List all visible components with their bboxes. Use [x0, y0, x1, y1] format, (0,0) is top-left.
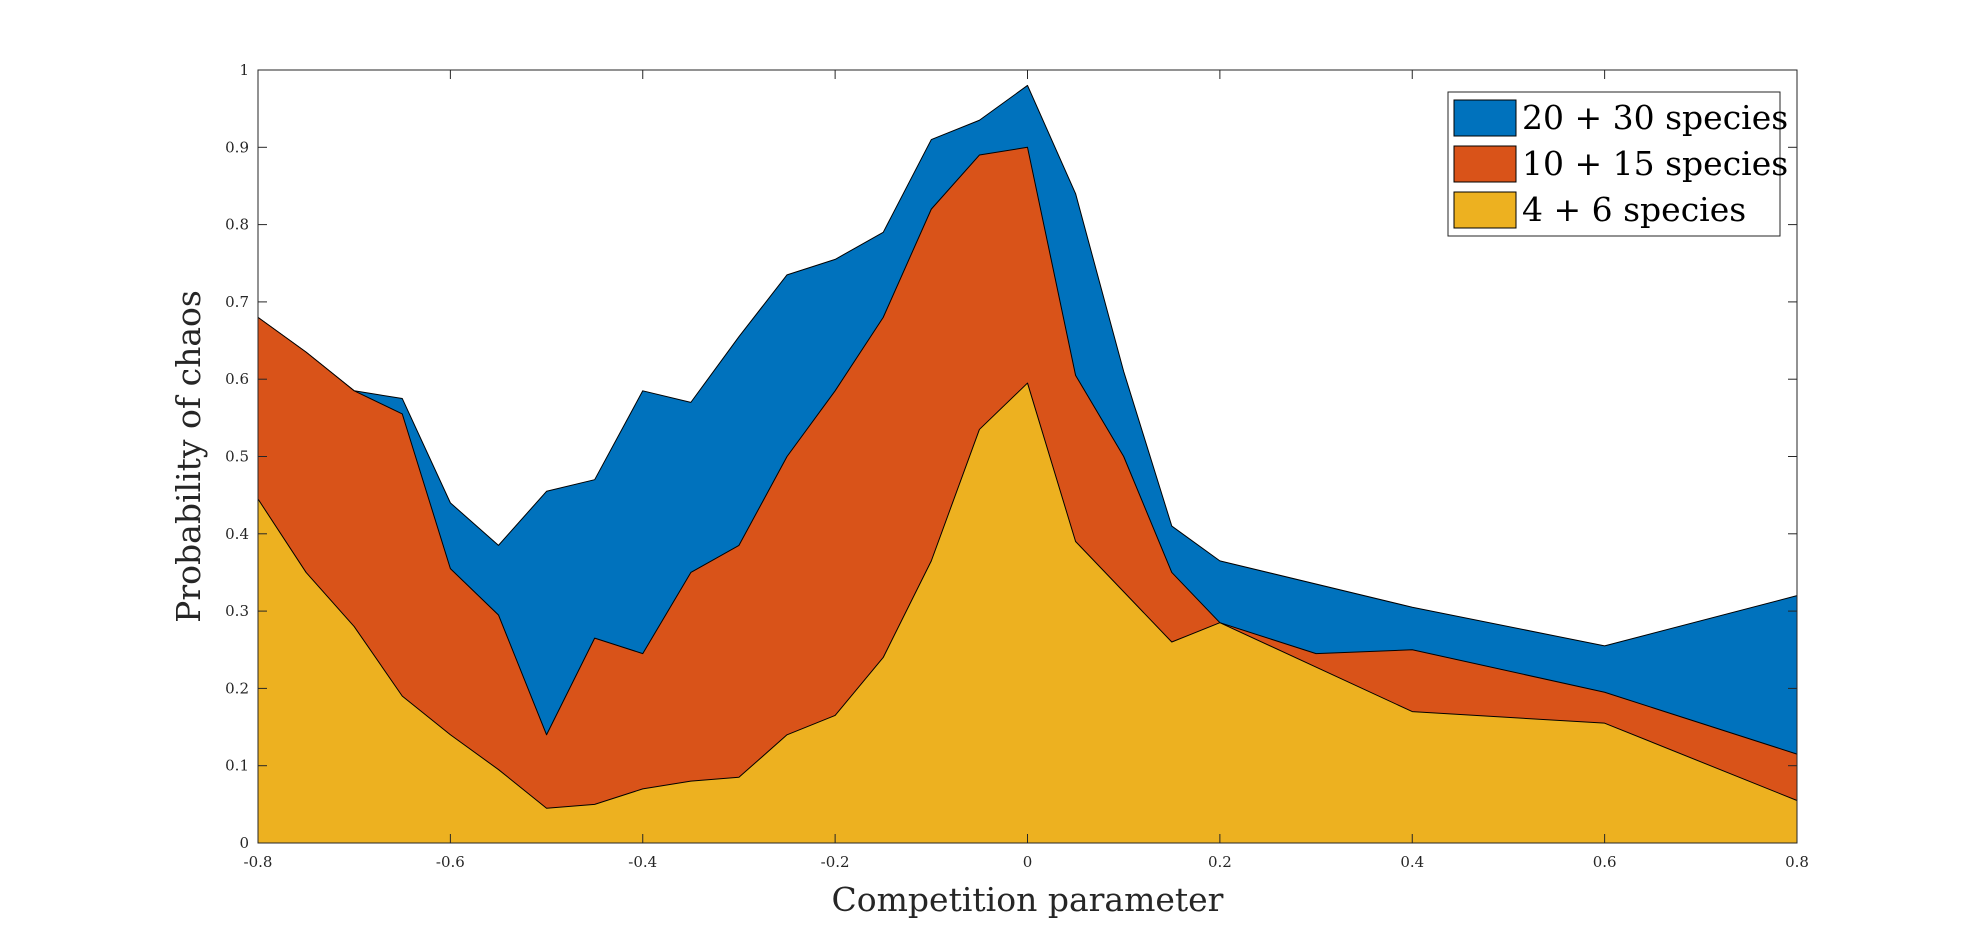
x-axis-title: Competition parameter	[832, 880, 1224, 919]
y-tick-label: 0.9	[225, 138, 249, 156]
legend-label-1: 20 + 30 species	[1522, 98, 1788, 137]
x-tick-label: 0.6	[1593, 853, 1617, 871]
x-tick-label: 0.2	[1208, 853, 1232, 871]
y-axis: 0 0.1 0.2 0.3 0.4 0.5 0.6 0.7 0.8 0.9 1	[225, 61, 1797, 852]
x-tick-label: -0.4	[628, 853, 657, 871]
y-tick-label: 0.6	[225, 370, 249, 388]
y-tick-label: 1	[239, 61, 249, 79]
areas-layer	[257, 84, 1798, 844]
area-series-3	[257, 382, 1798, 844]
y-tick-label: 0.3	[225, 602, 249, 620]
x-axis: -0.8 -0.6 -0.4 -0.2 0 0.2 0.4 0.6 0.8	[244, 70, 1809, 871]
y-tick-label: 0.8	[225, 216, 249, 234]
x-tick-label: 0.8	[1785, 853, 1809, 871]
legend-swatch-2	[1453, 145, 1517, 183]
legend-label-2: 10 + 15 species	[1522, 144, 1788, 183]
y-tick-label: 0.5	[225, 448, 249, 466]
legend: 20 + 30 species 10 + 15 species 4 + 6 spec…	[1447, 91, 1788, 237]
y-tick-label: 0.7	[225, 293, 249, 311]
x-tick-label: -0.8	[244, 853, 273, 871]
legend-label-3: 4 + 6 species	[1522, 190, 1746, 229]
x-tick-label: -0.6	[436, 853, 465, 871]
legend-swatch-3	[1453, 191, 1517, 229]
legend-swatch-1	[1453, 99, 1517, 137]
x-tick-label: 0	[1023, 853, 1033, 871]
x-tick-label: 0.4	[1400, 853, 1424, 871]
y-axis-title: Probability of chaos	[169, 290, 208, 623]
y-tick-label: 0	[239, 834, 249, 852]
y-tick-label: 0.4	[225, 525, 249, 543]
y-tick-label: 0.2	[225, 679, 249, 697]
y-tick-label: 0.1	[225, 757, 249, 775]
x-tick-label: -0.2	[821, 853, 850, 871]
